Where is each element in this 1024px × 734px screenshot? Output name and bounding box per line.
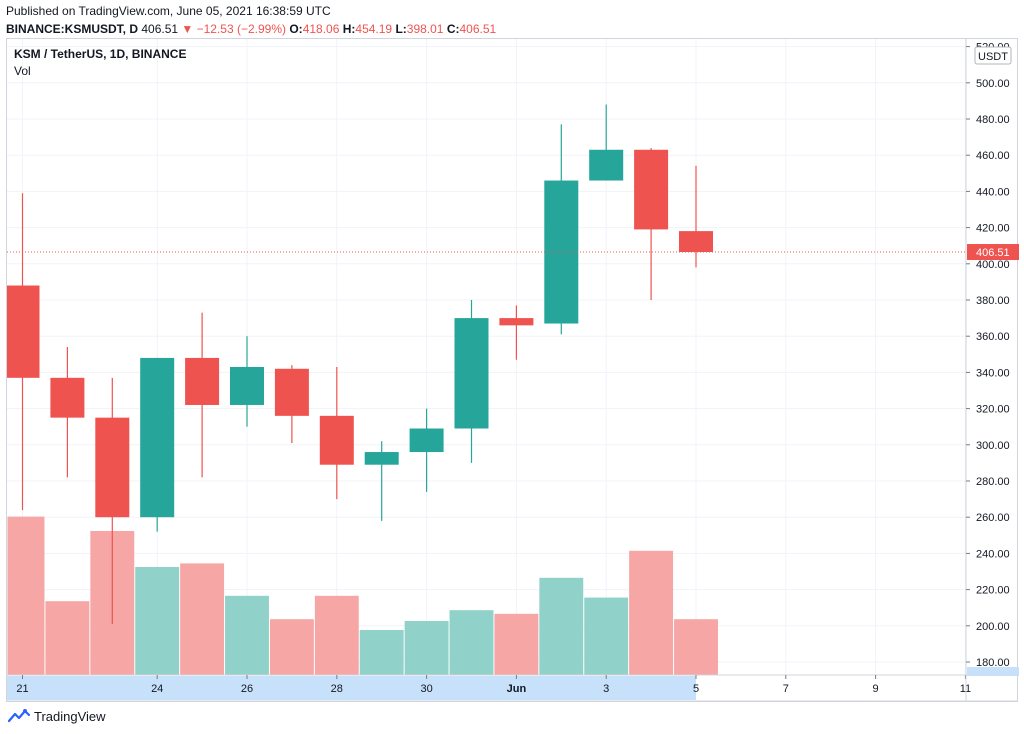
price-tick-label: 260.00 (976, 512, 1010, 524)
candle-body (364, 452, 399, 465)
volume-bar (225, 595, 269, 675)
volume-bar (180, 563, 225, 675)
last-price: 406.51 (141, 22, 179, 36)
symbol-interval: BINANCE:KSMUSDT, D (6, 22, 138, 36)
price-tick-label: 500.00 (976, 78, 1010, 90)
candle-body (274, 368, 309, 416)
candle-body (95, 417, 130, 518)
time-tick-label: 5 (693, 683, 699, 695)
tradingview-footer[interactable]: TradingView (8, 708, 106, 724)
price-tick-label: 320.00 (976, 404, 1010, 416)
price-tick-label: 200.00 (976, 621, 1010, 633)
open-label: O: (289, 22, 303, 36)
tradingview-brand: TradingView (34, 708, 106, 724)
legend-symbol[interactable]: KSM / TetherUS, 1D, BINANCE (14, 47, 187, 61)
last-price-badge (967, 244, 1019, 261)
close-label: C: (446, 22, 460, 36)
time-tick-label: 3 (603, 683, 609, 695)
time-tick-label: 9 (873, 683, 879, 695)
high-label: H: (342, 22, 356, 36)
price-tick-label: 460.00 (976, 150, 1010, 162)
time-tick-label: Jun (507, 683, 527, 695)
volume-bar (45, 601, 90, 675)
candle-body (230, 366, 264, 405)
price-tick-label: 400.00 (976, 259, 1010, 271)
price-tick-label: 340.00 (976, 367, 1010, 379)
volume-bar (314, 595, 359, 675)
volume-bar (135, 567, 180, 675)
volume-bar (539, 577, 584, 675)
volume-bar (674, 619, 718, 675)
candle-body (140, 357, 175, 518)
candle-body (499, 318, 534, 326)
currency-label: USDT (978, 51, 1008, 63)
candle-body (544, 180, 579, 324)
open-value: 418.06 (302, 22, 340, 36)
price-axis-range-highlight (967, 667, 1019, 676)
volume-bar (7, 516, 45, 675)
close-value: 406.51 (459, 22, 497, 36)
volume-bar (269, 619, 314, 675)
ohlc-summary: BINANCE:KSMUSDT, D 406.51 ▼ −12.53 (−2.9… (6, 22, 496, 36)
price-tick-label: 380.00 (976, 295, 1010, 307)
volume-bar (449, 610, 494, 675)
published-caption: Published on TradingView.com, June 05, 2… (6, 4, 331, 18)
time-tick-label: 21 (16, 683, 28, 695)
chart-legend: KSM / TetherUS, 1D, BINANCE Vol (14, 47, 186, 78)
candle-body (679, 231, 713, 253)
price-tick-label: 420.00 (976, 223, 1010, 235)
volume-bar (494, 613, 539, 675)
price-tick-label: 280.00 (976, 476, 1010, 488)
price-tick-label: 240.00 (976, 548, 1010, 560)
candle-body (319, 415, 354, 465)
legend-volume[interactable]: Vol (14, 64, 31, 78)
price-tick-label: 480.00 (976, 114, 1010, 126)
time-tick-label: 30 (420, 683, 432, 695)
candle-body (409, 428, 444, 453)
volume-bar (404, 621, 449, 675)
high-value: 454.19 (355, 22, 393, 36)
volume-bar (629, 550, 674, 675)
last-price-label: 406.51 (976, 247, 1010, 259)
candle-body (634, 149, 669, 230)
volume-bar (584, 597, 629, 675)
currency-badge (974, 46, 1012, 65)
volume-bar (359, 630, 404, 675)
time-tick-label: 11 (960, 683, 971, 695)
price-tick-label: 360.00 (976, 331, 1010, 343)
candle-body (185, 357, 220, 405)
time-tick-label: 26 (241, 683, 253, 695)
tradingview-logo-icon (8, 709, 30, 723)
price-tick-label: 220.00 (976, 585, 1010, 597)
low-label: L: (395, 22, 407, 36)
low-value: 398.01 (406, 22, 444, 36)
time-tick-label: 24 (151, 683, 163, 695)
candle-body (7, 285, 40, 378)
candle-body (50, 377, 85, 418)
time-axis-range-highlight (7, 676, 696, 700)
price-tick-label: 300.00 (976, 440, 1010, 452)
candle-body (454, 318, 489, 429)
time-tick-label: 28 (331, 683, 343, 695)
candle-body (589, 149, 624, 181)
price-change: ▼ −12.53 (−2.99%) (181, 22, 286, 36)
price-tick-label: 180.00 (976, 657, 1010, 669)
price-tick-label: 440.00 (976, 186, 1010, 198)
time-tick-label: 7 (783, 683, 789, 695)
